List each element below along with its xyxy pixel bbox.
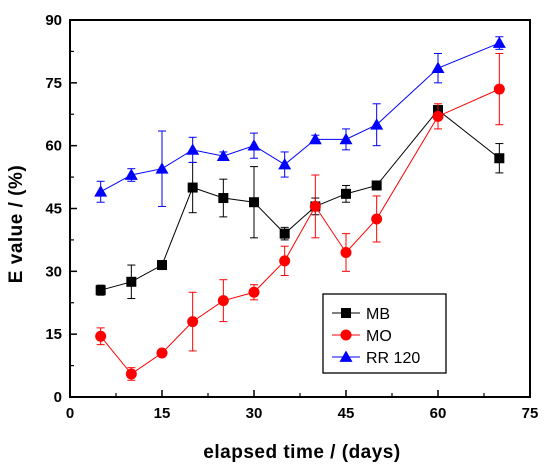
legend-marker [339, 350, 353, 362]
data-point [341, 188, 351, 199]
data-point [432, 110, 444, 122]
series-line [100, 42, 500, 193]
legend-label: MB [366, 306, 390, 323]
axis-ticks [69, 19, 531, 398]
y-tick-label: 60 [45, 138, 62, 155]
series-mo [95, 53, 505, 381]
y-tick-label: 45 [45, 201, 62, 218]
tick-labels: 0 15 30 45 60 75 0 15 30 45 60 75 90 [45, 12, 538, 422]
data-point [493, 83, 505, 95]
data-point [248, 286, 260, 298]
y-axis-title: E value / (%) [6, 165, 27, 283]
x-tick-label: 45 [338, 405, 355, 422]
series-mb [95, 105, 505, 300]
data-point [370, 118, 384, 130]
series-rr-120 [94, 36, 506, 207]
data-point [94, 185, 108, 197]
data-point [217, 295, 229, 307]
data-point [340, 246, 352, 258]
legend-label: RR 120 [366, 350, 420, 367]
plot-frame [69, 19, 531, 398]
data-point [247, 139, 261, 151]
data-point [156, 347, 168, 359]
x-tick-label: 60 [430, 405, 447, 422]
data-point [339, 132, 353, 145]
data-point [494, 153, 505, 164]
data-point [155, 162, 169, 174]
legend-marker [340, 329, 352, 341]
data-point [124, 168, 138, 180]
y-tick-label: 15 [45, 326, 62, 343]
data-point [431, 61, 445, 74]
data-point [309, 200, 321, 212]
data-point [95, 285, 106, 296]
data-point [218, 193, 229, 204]
data-point [371, 213, 383, 225]
data-point [126, 276, 137, 287]
y-tick-label: 30 [45, 263, 62, 280]
legend: MB MO RR 120 [322, 293, 447, 374]
x-tick-label: 30 [246, 405, 263, 422]
x-tick-label: 0 [66, 405, 74, 422]
series-line [100, 109, 500, 291]
data-point [125, 368, 137, 380]
data-point [157, 260, 167, 271]
data-point [279, 255, 291, 267]
data-point [187, 316, 199, 328]
data-point [308, 132, 322, 145]
legend-marker [341, 308, 351, 318]
series-line [100, 88, 500, 375]
x-tick-label: 15 [154, 405, 171, 422]
x-axis-title: elapsed time / (days) [203, 442, 400, 463]
data-point [371, 180, 382, 191]
y-tick-label: 75 [45, 75, 62, 92]
legend-label: MO [366, 328, 392, 345]
data-point [279, 228, 290, 239]
data-point [216, 149, 230, 162]
plot-marks [94, 36, 506, 381]
data-point [95, 330, 107, 342]
x-tick-label: 75 [522, 405, 539, 422]
y-tick-label: 90 [45, 12, 62, 29]
data-point [186, 143, 200, 155]
y-tick-label: 0 [54, 389, 62, 406]
data-point [187, 182, 198, 193]
data-point [249, 197, 259, 208]
data-point [278, 158, 292, 170]
data-point [492, 36, 506, 48]
